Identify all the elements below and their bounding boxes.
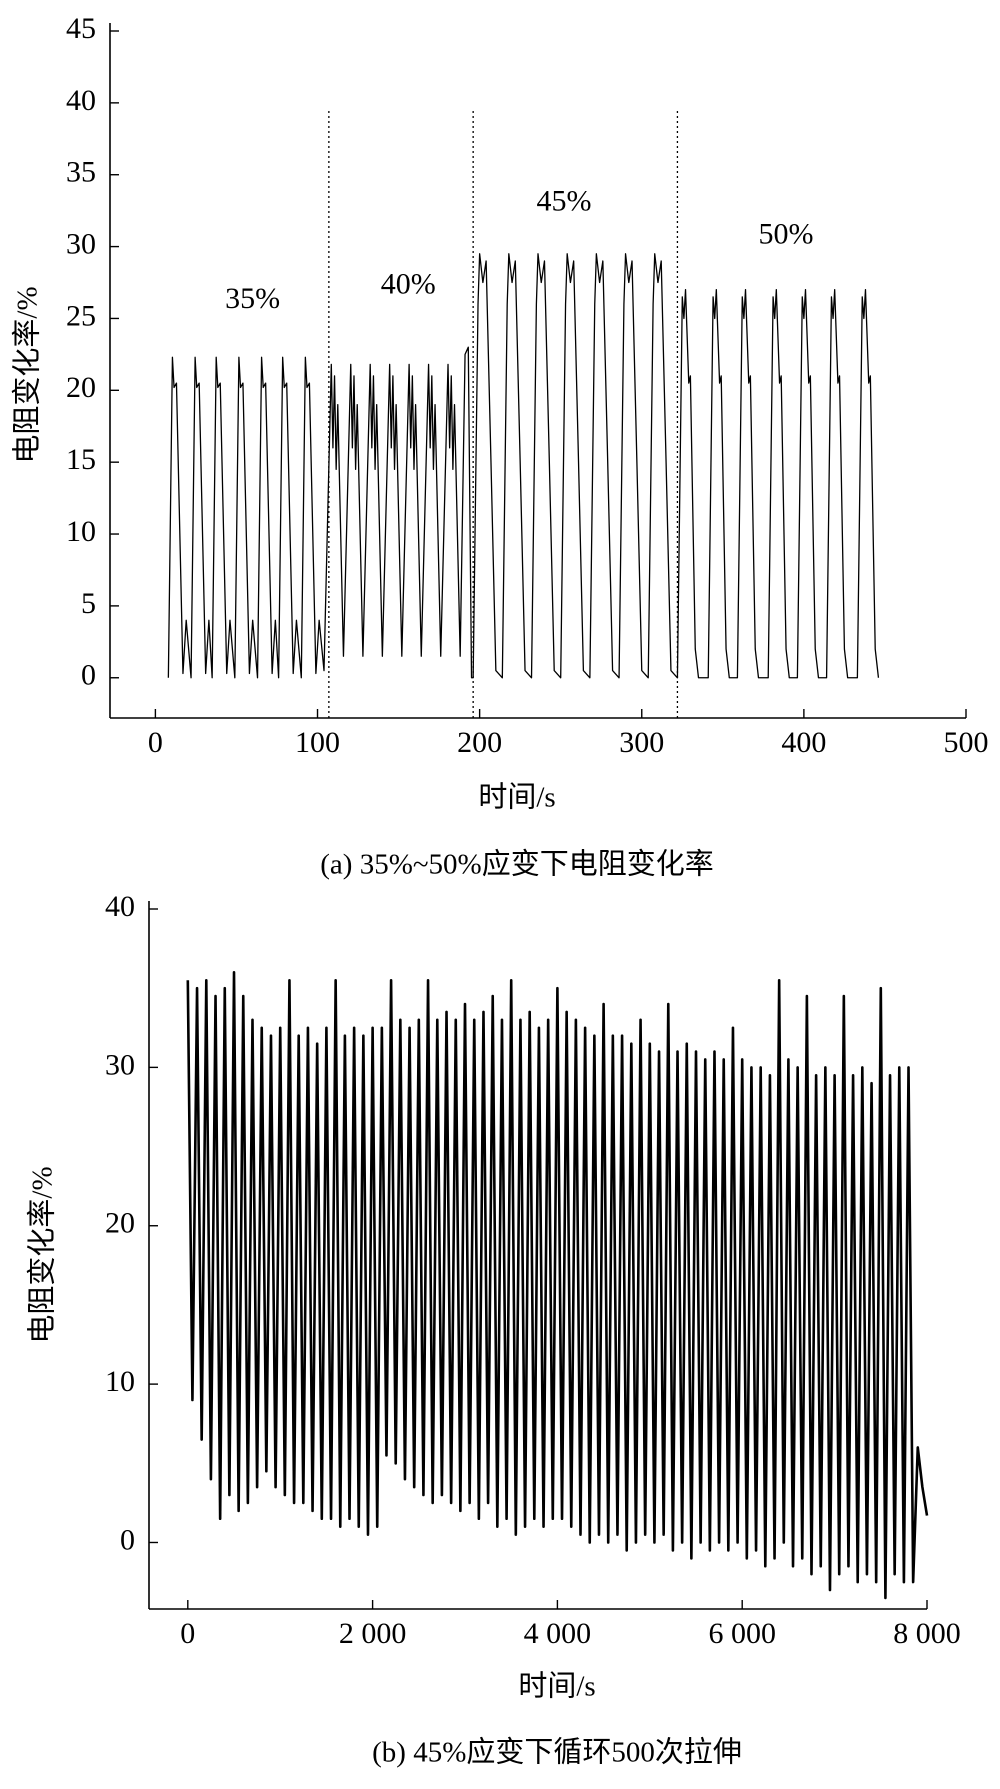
y-axis-title: 电阻变化率/% xyxy=(11,286,44,463)
data-line xyxy=(186,971,929,1600)
y-tick-label: 5 xyxy=(81,587,96,620)
x-tick-label: 0 xyxy=(180,1617,195,1650)
x-tick-label: 6 000 xyxy=(708,1617,776,1650)
x-tick-label: 500 xyxy=(944,726,989,759)
annotation: 50% xyxy=(759,217,814,250)
y-tick-label: 0 xyxy=(120,1523,135,1556)
caption: (a) 35%~50%应变下电阻变化率 xyxy=(320,848,713,881)
y-tick-label: 35 xyxy=(66,156,96,189)
y-tick-label: 30 xyxy=(66,227,96,260)
y-tick-label: 40 xyxy=(66,84,96,117)
x-tick-label: 4 000 xyxy=(524,1617,592,1650)
annotation: 40% xyxy=(381,268,436,301)
x-tick-label: 2 000 xyxy=(339,1617,407,1650)
x-tick-label: 8 000 xyxy=(893,1617,961,1650)
y-tick-label: 25 xyxy=(66,299,96,332)
y-tick-label: 30 xyxy=(105,1048,135,1081)
y-tick-label: 20 xyxy=(105,1207,135,1240)
x-axis-title: 时间/s xyxy=(478,781,555,814)
y-axis-title: 电阻变化率/% xyxy=(26,1166,59,1343)
x-tick-label: 0 xyxy=(148,726,163,759)
y-tick-label: 10 xyxy=(66,515,96,548)
x-tick-label: 400 xyxy=(781,726,826,759)
x-axis-title: 时间/s xyxy=(518,1670,595,1703)
annotation: 35% xyxy=(225,282,280,315)
y-tick-label: 0 xyxy=(81,659,96,692)
x-tick-label: 200 xyxy=(457,726,502,759)
y-tick-label: 15 xyxy=(66,443,96,476)
y-tick-label: 45 xyxy=(66,12,96,45)
data-line xyxy=(167,253,880,679)
caption: (b) 45%应变下循环500次拉伸 xyxy=(372,1736,742,1769)
y-tick-label: 10 xyxy=(105,1365,135,1398)
x-tick-label: 100 xyxy=(295,726,340,759)
y-tick-label: 40 xyxy=(105,890,135,923)
y-tick-label: 20 xyxy=(66,371,96,404)
x-tick-label: 300 xyxy=(619,726,664,759)
annotation: 45% xyxy=(536,184,591,217)
